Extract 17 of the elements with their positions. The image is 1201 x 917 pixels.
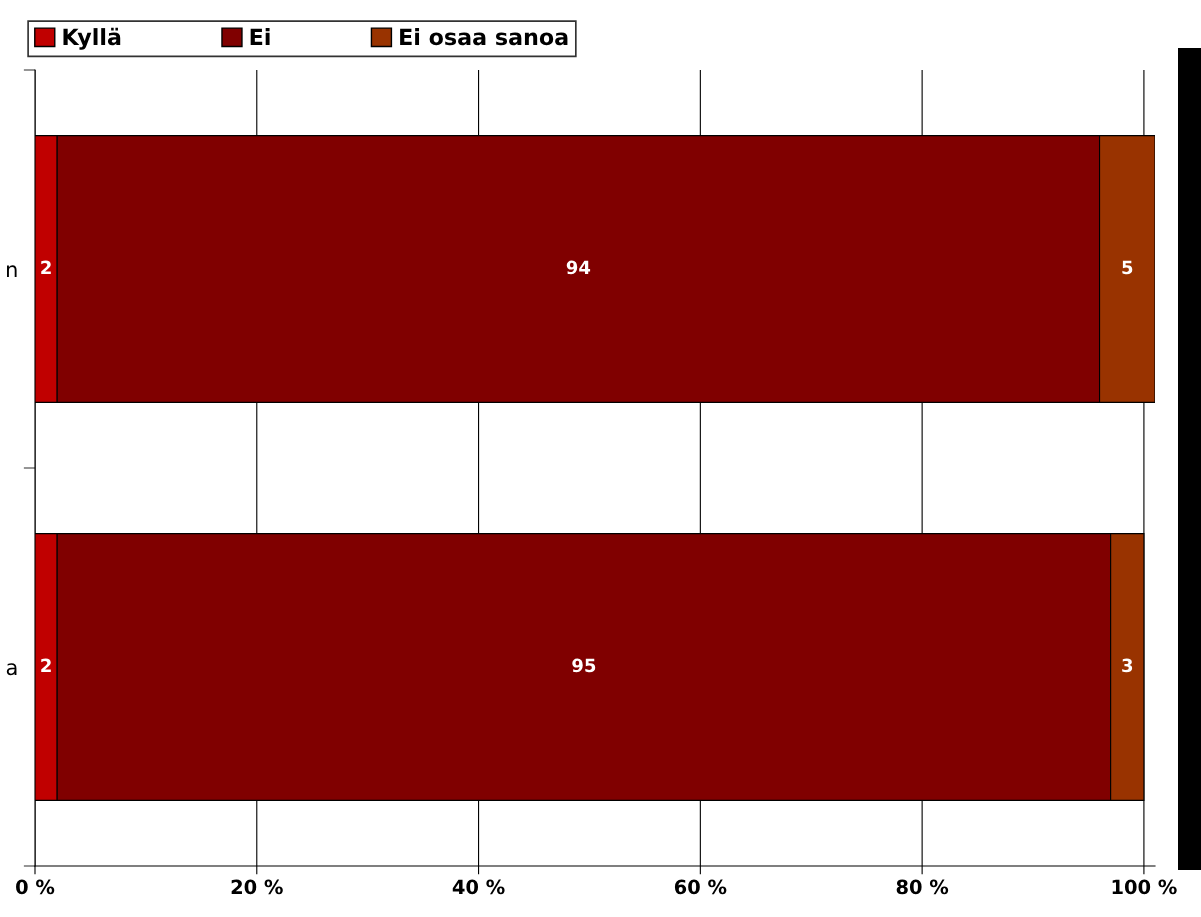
legend-label: Kyllä <box>63 27 121 50</box>
legend-label: Ei osaa sanoa <box>400 28 568 46</box>
y-tick-label: a <box>6 663 17 676</box>
x-tick-label: 60 % <box>674 879 727 895</box>
data-label: 5 <box>1122 260 1133 275</box>
x-tick-label: 100 % <box>1112 879 1177 895</box>
x-tick-label: 40 % <box>452 879 505 895</box>
legend-label: Ei <box>250 28 270 45</box>
x-tick-label: 80 % <box>896 879 949 895</box>
data-label: 3 <box>1122 658 1133 673</box>
data-label: 2 <box>41 260 51 274</box>
y-tick-label: n <box>7 265 17 277</box>
data-label: 95 <box>572 658 596 673</box>
data-label: 2 <box>41 658 51 672</box>
data-label: 94 <box>566 260 591 275</box>
x-tick-label: 20 % <box>231 879 283 895</box>
x-tick-label: 0 % <box>16 879 55 895</box>
